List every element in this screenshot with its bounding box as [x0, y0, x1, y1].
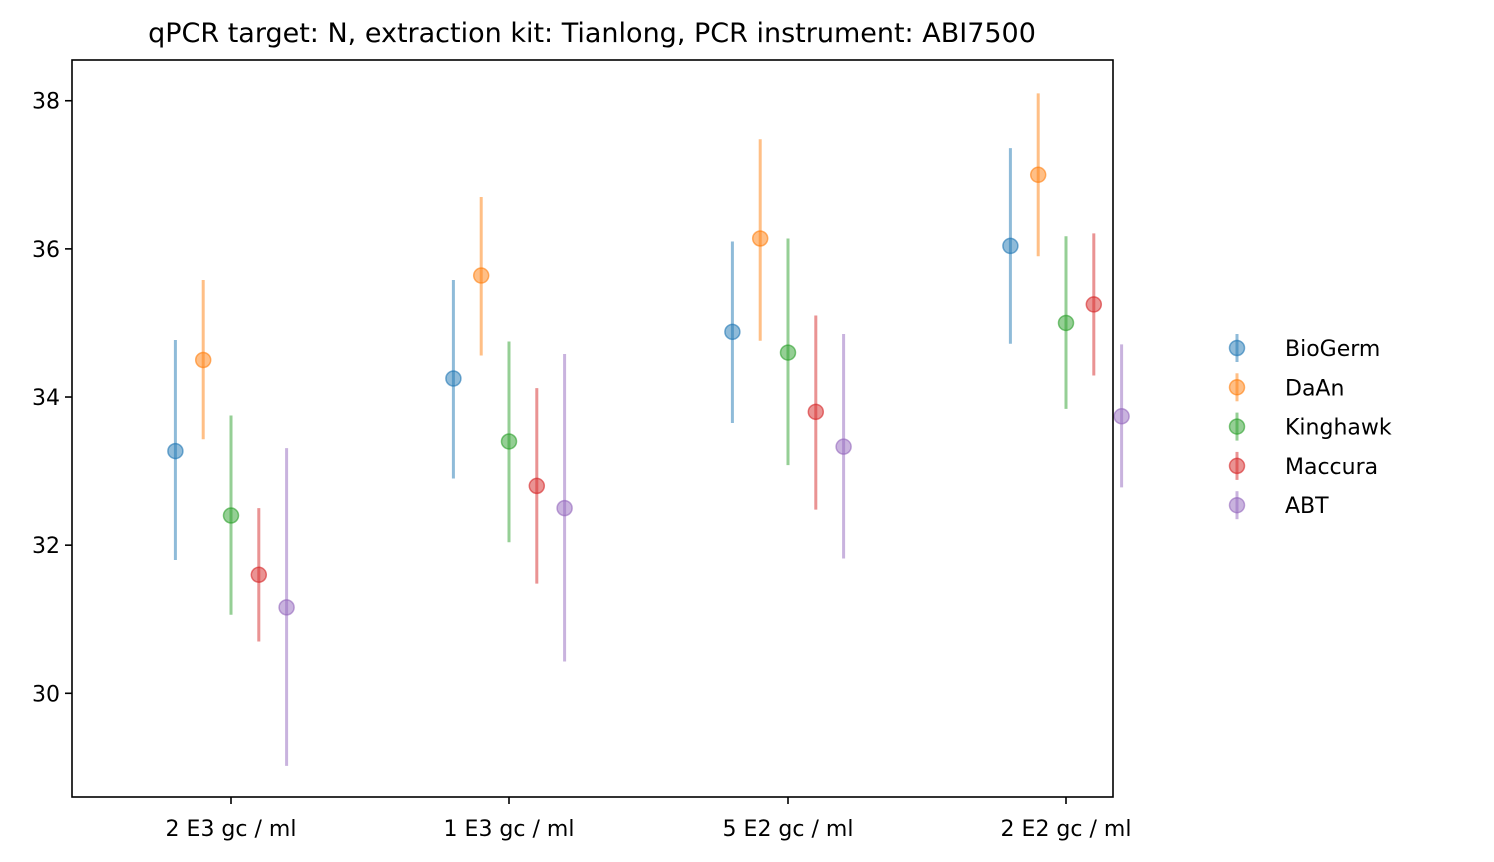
x-tick-label: 1 E3 gc / ml: [444, 817, 575, 842]
legend-marker: [1228, 379, 1246, 396]
data-point: [500, 433, 518, 450]
y-tick-label: 38: [32, 90, 60, 115]
series-maccura: [250, 233, 1103, 642]
data-point: [1029, 166, 1047, 184]
legend-label: Maccura: [1285, 455, 1378, 480]
data-point: [779, 344, 797, 361]
data-point: [556, 499, 573, 517]
series-abt: [278, 334, 1130, 766]
data-point: [222, 507, 240, 524]
data-point: [1057, 314, 1075, 332]
axes-frame: [71, 59, 1114, 798]
legend-marker: [1228, 457, 1246, 475]
y-tick-label: 36: [32, 238, 60, 263]
legend-marker: [1228, 339, 1246, 357]
data-point: [807, 403, 825, 421]
x-tick-label: 5 E2 gc / ml: [723, 817, 854, 842]
legend: BioGerm DaAn Kinghawk Maccura ABT: [1228, 334, 1392, 520]
data-point: [1002, 237, 1019, 255]
x-tick-label: 2 E2 gc / ml: [1001, 817, 1132, 842]
y-tick-label: 30: [32, 682, 60, 707]
data-point: [167, 442, 184, 460]
data-point: [1113, 408, 1130, 425]
series-daan: [194, 93, 1047, 440]
data-point: [528, 477, 546, 495]
data-point: [445, 370, 462, 387]
data-point: [194, 351, 212, 369]
legend-label: ABT: [1285, 494, 1329, 519]
plot-area: [167, 93, 1130, 766]
data-point: [250, 566, 268, 584]
legend-item-daan: DaAn: [1228, 373, 1344, 402]
y-tick-label: 34: [32, 386, 60, 411]
legend-item-abt: ABT: [1228, 491, 1329, 520]
legend-item-maccura: Maccura: [1228, 451, 1378, 480]
data-point: [835, 438, 852, 455]
legend-label: DaAn: [1285, 376, 1344, 401]
chart-title: qPCR target: N, extraction kit: Tianlong…: [148, 18, 1036, 49]
data-point: [278, 599, 295, 616]
axes: 30 32 34 36 38 2 E3 gc / ml 1 E3 gc / ml 5 E2 g…: [32, 59, 1132, 842]
data-point: [724, 323, 741, 341]
y-tick-label: 32: [32, 534, 60, 559]
legend-marker: [1228, 496, 1246, 514]
legend-label: Kinghawk: [1285, 416, 1392, 441]
x-tick-label: 2 E3 gc / ml: [166, 817, 297, 842]
legend-item-biogerm: BioGerm: [1228, 334, 1380, 362]
legend-item-kinghawk: Kinghawk: [1228, 412, 1392, 441]
legend-marker: [1228, 418, 1246, 435]
series-biogerm: [167, 148, 1019, 560]
series-kinghawk: [222, 236, 1075, 615]
data-point: [1085, 296, 1103, 313]
data-point: [751, 230, 769, 247]
data-point: [472, 267, 490, 284]
legend-label: BioGerm: [1285, 337, 1380, 362]
